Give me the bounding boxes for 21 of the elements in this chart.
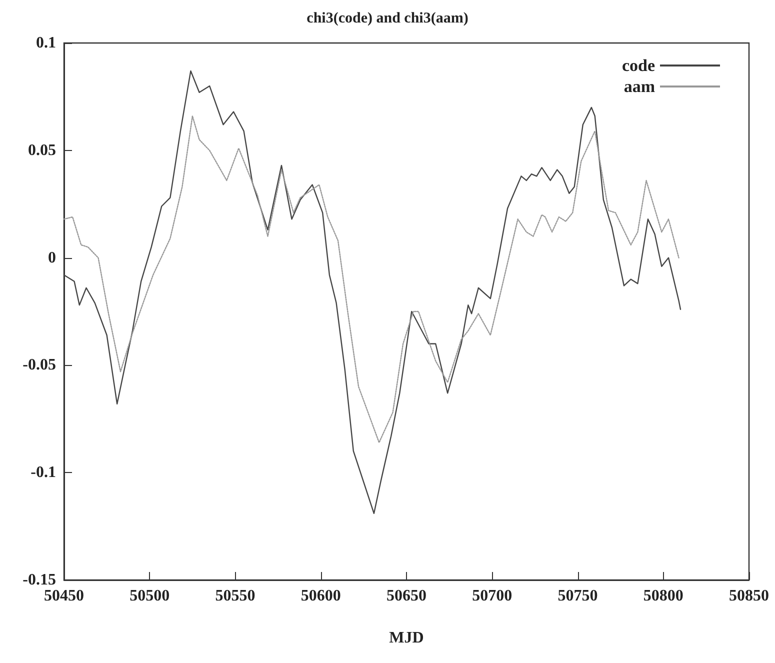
legend-label: aam: [624, 77, 655, 96]
line-series: [63, 70, 682, 514]
x-axis-title: MJD: [389, 630, 424, 646]
x-tick-label: 50800: [643, 588, 684, 604]
x-tick-label: 50700: [472, 588, 512, 604]
line-series: [63, 115, 680, 444]
legend-label: code: [622, 56, 656, 75]
x-tick-label: 50600: [300, 588, 341, 604]
x-tick-label: 50750: [558, 588, 598, 604]
x-tick-label: 50650: [386, 588, 426, 604]
y-tick-label: 0.05: [28, 142, 56, 159]
x-tick-label: 50500: [130, 588, 170, 604]
chart-title: chi3(code) and chi3(aam): [306, 10, 468, 26]
x-tick-label: 50450: [44, 588, 84, 604]
x-tick-label: 50550: [215, 588, 256, 604]
x-tick-label: 50850: [729, 588, 769, 604]
y-tick-label: -0.15: [22, 572, 56, 588]
y-tick-label: -0.05: [22, 356, 56, 374]
y-tick-label: 0.1: [36, 34, 56, 52]
y-tick-label: 0: [48, 249, 56, 266]
y-tick-label: -0.1: [30, 464, 56, 482]
